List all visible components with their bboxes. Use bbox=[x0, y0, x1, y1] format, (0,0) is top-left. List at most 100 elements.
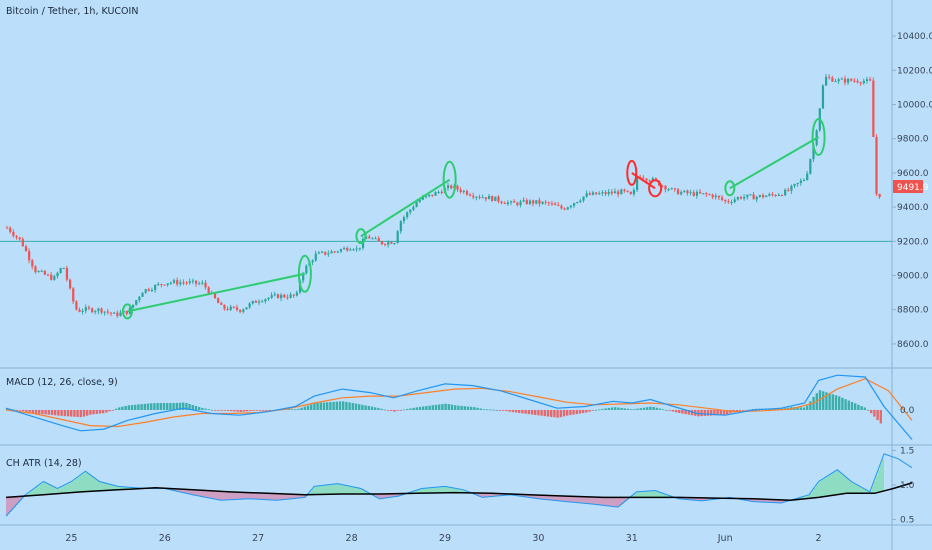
atr-fill-above bbox=[830, 474, 832, 496]
candle-down bbox=[377, 238, 380, 242]
candle-down bbox=[125, 310, 128, 314]
last-price-value: 9491.9 bbox=[897, 183, 929, 193]
macd-histogram-bar-negative bbox=[38, 409, 41, 414]
price-axis-ticks: 10400.0 10200.0 10000.0 9800.0 9600.0 9400.0 9… bbox=[892, 32, 932, 526]
atr-fill-above bbox=[656, 490, 658, 498]
candle-down bbox=[604, 192, 607, 195]
candle-down bbox=[213, 292, 217, 299]
atr-fill-above bbox=[450, 487, 452, 493]
candle-down bbox=[431, 194, 434, 196]
candle-up bbox=[138, 296, 141, 301]
candle-up bbox=[289, 294, 292, 298]
macd-histogram-bar-positive bbox=[342, 401, 345, 410]
candle-up bbox=[245, 307, 248, 310]
symbol-title[interactable]: Bitcoin / Tether, 1h, KUCOIN bbox=[6, 6, 138, 17]
macd-histogram-bar-negative bbox=[569, 409, 572, 416]
macd-histogram-bar-negative bbox=[738, 409, 742, 412]
atr-fill-above bbox=[108, 483, 110, 491]
atr-fill-below bbox=[268, 493, 270, 500]
candle-up bbox=[749, 194, 752, 196]
atr-fill-above bbox=[64, 485, 66, 494]
macd-histogram-bar-positive bbox=[351, 403, 354, 410]
atr-fill-above bbox=[662, 492, 664, 498]
macd-histogram-bar-negative bbox=[22, 409, 25, 412]
candle-down bbox=[276, 294, 280, 299]
candle-down bbox=[595, 192, 598, 195]
candle-up bbox=[765, 195, 768, 198]
atr-fill-below bbox=[490, 493, 492, 497]
atr-fill-above bbox=[132, 487, 134, 490]
candle-down bbox=[147, 289, 150, 291]
candle-up bbox=[305, 265, 308, 274]
macd-histogram-bar-negative bbox=[562, 409, 566, 417]
macd-histogram-bar-negative bbox=[44, 409, 47, 415]
macd-histogram-bar-negative bbox=[582, 409, 585, 414]
atr-fill-below bbox=[484, 493, 486, 498]
macd-histogram-bar-negative bbox=[239, 409, 242, 412]
macd-histogram-bar-negative bbox=[553, 409, 556, 418]
atr-fill-below bbox=[216, 491, 218, 500]
candle-up bbox=[667, 189, 670, 191]
macd-histogram-bar-negative bbox=[393, 409, 396, 412]
macd-histogram-bar-positive bbox=[326, 402, 329, 410]
atr-title[interactable]: CH ATR (14, 28) bbox=[6, 458, 82, 469]
atr-fill-above bbox=[640, 491, 642, 498]
atr-fill-below bbox=[304, 494, 306, 498]
macd-histogram-bar-negative bbox=[588, 409, 591, 412]
candle-down bbox=[563, 208, 566, 210]
candle-up bbox=[53, 276, 56, 280]
atr-fill-below bbox=[232, 491, 234, 500]
pattern-annotations[interactable] bbox=[121, 117, 826, 320]
atr-fill-below bbox=[6, 497, 8, 517]
macd-histogram-bar-positive bbox=[201, 407, 204, 410]
macd-histogram-bar-negative bbox=[217, 409, 220, 411]
candle-down bbox=[686, 190, 689, 194]
candle-up bbox=[412, 207, 415, 210]
atr-fill-below bbox=[548, 495, 550, 500]
candle-up bbox=[343, 247, 346, 250]
macd-histogram-bar-positive bbox=[444, 403, 447, 410]
macd-histogram-bar-positive bbox=[380, 408, 383, 410]
candle-up bbox=[447, 185, 450, 189]
atr-fill-above bbox=[866, 489, 868, 494]
macd-histogram-bar-negative bbox=[719, 409, 722, 415]
candle-down bbox=[878, 193, 881, 198]
atr-fill-above bbox=[354, 487, 356, 494]
macd-histogram-bar-positive bbox=[358, 404, 361, 410]
macd-histogram-bar-positive bbox=[658, 408, 662, 410]
candle-up bbox=[591, 192, 595, 195]
candle-down bbox=[705, 193, 708, 195]
atr-fill-below bbox=[602, 497, 604, 506]
atr-tick-label: 1.0 bbox=[900, 481, 915, 491]
candle-down bbox=[34, 266, 37, 273]
atr-fill-below bbox=[784, 499, 786, 503]
candle-up bbox=[135, 300, 138, 305]
candle-down bbox=[456, 185, 459, 190]
atr-fill-below bbox=[598, 497, 600, 505]
macd-histogram-bar-negative bbox=[249, 409, 252, 412]
macd-histogram-bar-positive bbox=[662, 409, 665, 411]
macd-histogram-bar-negative bbox=[255, 409, 258, 411]
macd-title[interactable]: MACD (12, 26, close, 9) bbox=[6, 377, 118, 388]
atr-fill-above bbox=[56, 487, 58, 494]
atr-fill-above bbox=[88, 473, 90, 492]
candle-up bbox=[374, 238, 377, 240]
candle-down bbox=[752, 194, 755, 200]
atr-fill-below bbox=[578, 496, 580, 503]
atr-fill-above bbox=[50, 484, 52, 495]
macd-histogram-bar-positive bbox=[198, 406, 201, 410]
macd-histogram-bar-positive bbox=[655, 407, 658, 410]
atr-fill-below bbox=[494, 493, 496, 497]
candle-up bbox=[258, 301, 261, 303]
candle-up bbox=[428, 194, 431, 197]
candle-down bbox=[513, 201, 516, 203]
atr-fill-below bbox=[522, 494, 524, 497]
atr-fill-below bbox=[762, 499, 764, 503]
atr-fill-below bbox=[296, 494, 298, 499]
macd-histogram-bar-positive bbox=[594, 409, 598, 411]
candle-down bbox=[588, 193, 591, 195]
candle-up bbox=[242, 309, 245, 312]
macd-histogram-bar-positive bbox=[210, 409, 214, 411]
candle-down bbox=[859, 82, 862, 84]
